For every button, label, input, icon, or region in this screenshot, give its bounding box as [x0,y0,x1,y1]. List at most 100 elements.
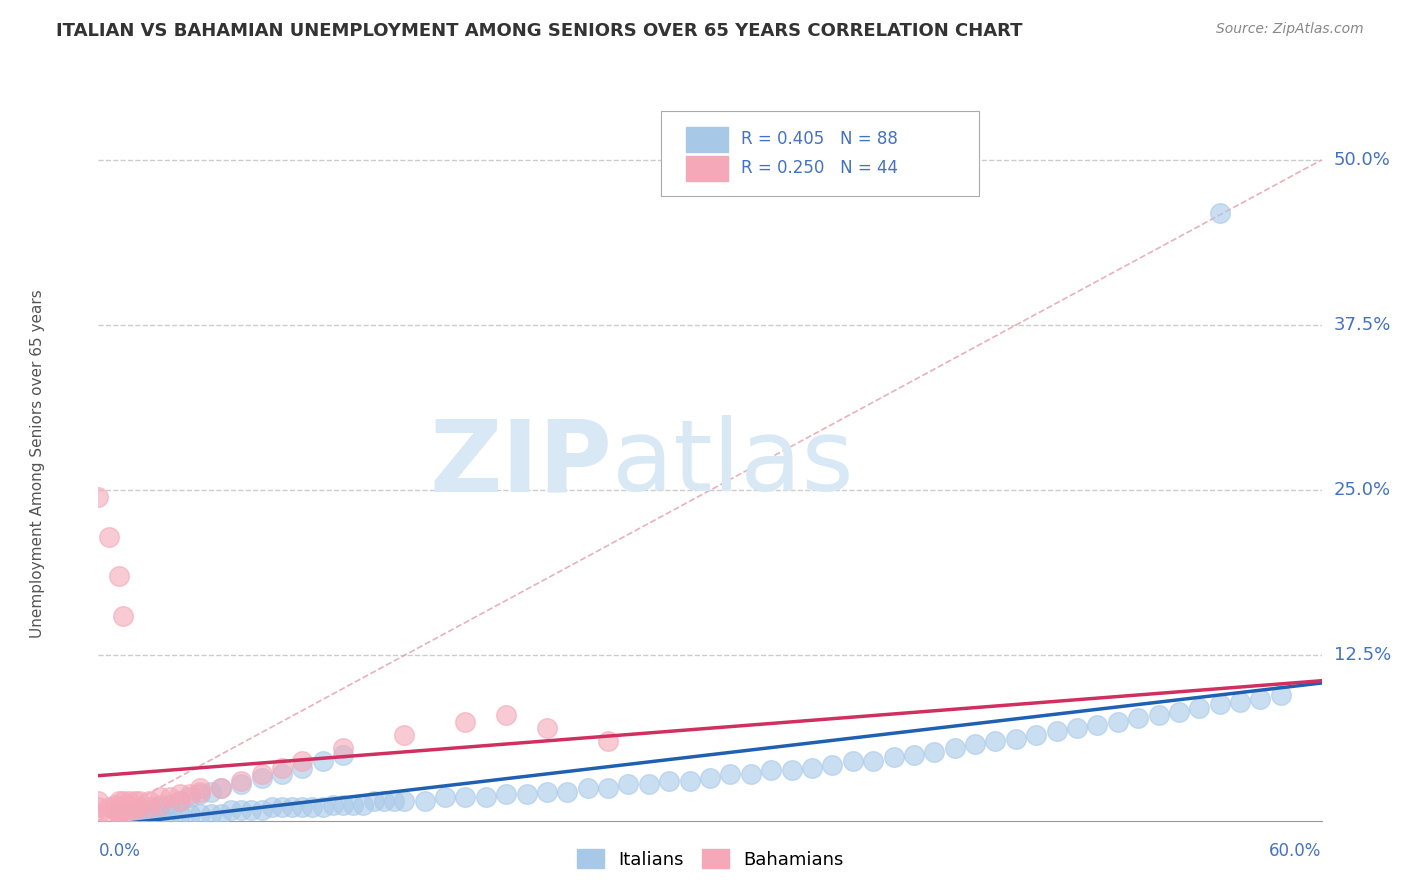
Point [169,794,191,808]
Legend: Italians, Bahamians: Italians, Bahamians [569,842,851,876]
Point [159,789,181,804]
Point [1066,721,1088,735]
Point [332,741,354,756]
Point [413,794,436,808]
Text: 37.5%: 37.5% [1334,316,1392,334]
Point [128,800,150,814]
Point [149,789,172,804]
Point [124,794,146,808]
Point [179,787,201,801]
Point [801,761,824,775]
Point [270,767,294,781]
Point [1045,723,1069,738]
Point [617,777,640,791]
FancyBboxPatch shape [661,111,979,196]
Point [270,800,294,814]
Point [1147,707,1170,722]
Point [322,797,344,812]
Point [138,803,160,817]
Point [555,784,579,798]
Point [108,807,131,822]
Point [128,794,150,808]
Point [1004,731,1026,746]
Text: Unemployment Among Seniors over 65 years: Unemployment Among Seniors over 65 years [30,290,45,638]
Point [392,728,416,742]
Point [598,780,620,795]
Text: ITALIAN VS BAHAMIAN UNEMPLOYMENT AMONG SENIORS OVER 65 YEARS CORRELATION CHART: ITALIAN VS BAHAMIAN UNEMPLOYMENT AMONG S… [56,22,1022,40]
Point [87,807,110,822]
Point [291,800,314,814]
Point [111,794,134,808]
Point [312,754,335,768]
Point [159,807,181,822]
Point [699,772,721,786]
Point [1270,688,1292,702]
Point [1209,206,1232,220]
Text: R = 0.250   N = 44: R = 0.250 N = 44 [741,159,897,177]
Point [883,750,905,764]
Text: atlas: atlas [612,416,853,512]
Point [169,807,191,822]
Point [188,807,212,822]
Point [342,797,364,812]
Point [108,807,131,822]
Point [1128,710,1150,724]
Point [392,794,416,808]
Text: 0.0%: 0.0% [98,842,141,860]
Point [260,800,283,814]
Bar [686,127,728,152]
Point [903,747,925,762]
Point [188,787,212,801]
Point [352,797,374,812]
Point [169,794,191,808]
Point [382,794,405,808]
Point [1085,718,1108,732]
Text: 50.0%: 50.0% [1334,151,1391,169]
Point [111,803,134,817]
Point [231,774,253,789]
Point [250,767,273,781]
Point [209,807,232,822]
Point [240,803,263,817]
Point [108,569,131,583]
Text: 12.5%: 12.5% [1334,647,1391,665]
Text: 25.0%: 25.0% [1334,482,1391,500]
Text: ZIP: ZIP [429,416,612,512]
Point [862,754,884,768]
Point [169,787,191,801]
Point [209,780,232,795]
Point [124,803,146,817]
Point [188,784,212,798]
Point [536,784,558,798]
Point [97,807,120,822]
Point [1249,692,1271,706]
Point [104,803,127,817]
Point [250,803,273,817]
Point [138,794,160,808]
Point [312,800,335,814]
Point [291,754,314,768]
Point [138,800,160,814]
Point [1188,701,1211,715]
Point [363,794,385,808]
Point [250,772,273,786]
Point [128,807,150,822]
Point [658,774,681,789]
Point [598,734,620,748]
Point [87,800,110,814]
Bar [686,155,728,180]
Point [943,741,966,756]
Point [128,803,150,817]
Point [231,803,253,817]
Point [118,807,141,822]
Point [149,797,172,812]
Point [97,800,120,814]
Point [740,767,762,781]
Point [87,490,110,504]
Text: Source: ZipAtlas.com: Source: ZipAtlas.com [1216,22,1364,37]
Point [200,807,222,822]
Point [516,787,538,801]
Point [434,789,457,804]
Point [373,794,395,808]
Point [1229,695,1251,709]
